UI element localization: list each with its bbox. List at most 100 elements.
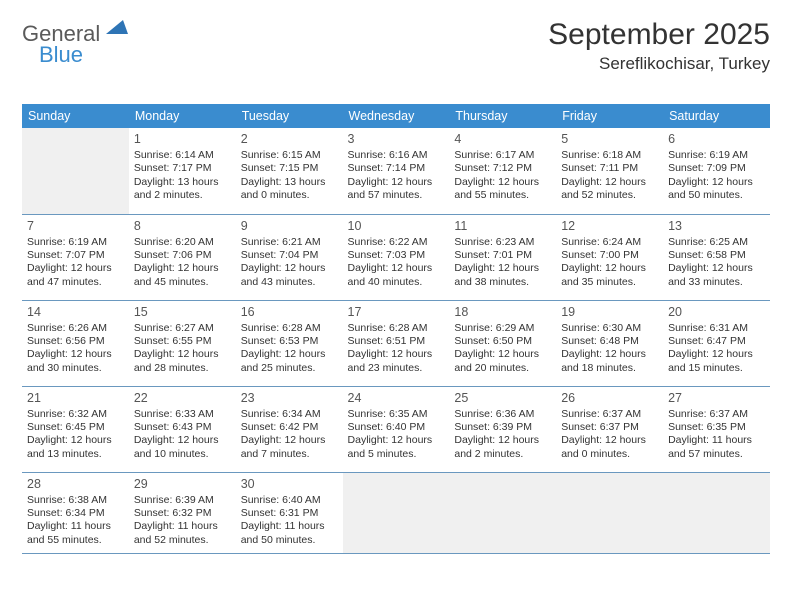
sunset-line: Sunset: 7:17 PM [134,162,231,175]
daylight-line: Daylight: 12 hours and 25 minutes. [241,348,338,375]
sunrise-line: Sunrise: 6:29 AM [454,322,551,335]
day-number: 19 [561,304,658,320]
calendar-cell-empty [556,472,663,554]
dayhead-thursday: Thursday [449,104,556,128]
calendar-cell-21: 21Sunrise: 6:32 AMSunset: 6:45 PMDayligh… [22,386,129,472]
calendar-cell-empty [343,472,450,554]
calendar-cell-10: 10Sunrise: 6:22 AMSunset: 7:03 PMDayligh… [343,214,450,300]
logo-text-blue: Blue [39,42,83,67]
sunset-line: Sunset: 7:01 PM [454,249,551,262]
daylight-line: Daylight: 12 hours and 45 minutes. [134,262,231,289]
sunset-line: Sunset: 7:00 PM [561,249,658,262]
day-number: 22 [134,390,231,406]
calendar-cell-empty [449,472,556,554]
day-number: 26 [561,390,658,406]
dayhead-monday: Monday [129,104,236,128]
daylight-line: Daylight: 12 hours and 7 minutes. [241,434,338,461]
day-number: 27 [668,390,765,406]
daylight-line: Daylight: 13 hours and 2 minutes. [134,176,231,203]
sunset-line: Sunset: 6:53 PM [241,335,338,348]
calendar-cell-13: 13Sunrise: 6:25 AMSunset: 6:58 PMDayligh… [663,214,770,300]
day-number: 14 [27,304,124,320]
calendar-cell-19: 19Sunrise: 6:30 AMSunset: 6:48 PMDayligh… [556,300,663,386]
month-title: September 2025 [548,18,770,52]
sunrise-line: Sunrise: 6:26 AM [27,322,124,335]
calendar-cell-27: 27Sunrise: 6:37 AMSunset: 6:35 PMDayligh… [663,386,770,472]
title-block: September 2025 Sereflikochisar, Turkey [548,18,770,74]
daylight-line: Daylight: 12 hours and 57 minutes. [348,176,445,203]
sunset-line: Sunset: 6:37 PM [561,421,658,434]
sunrise-line: Sunrise: 6:20 AM [134,236,231,249]
day-number: 6 [668,131,765,147]
calendar-head: SundayMondayTuesdayWednesdayThursdayFrid… [22,104,770,128]
sunset-line: Sunset: 6:35 PM [668,421,765,434]
day-number: 23 [241,390,338,406]
daylight-line: Daylight: 12 hours and 52 minutes. [561,176,658,203]
daylight-line: Daylight: 11 hours and 57 minutes. [668,434,765,461]
sunrise-line: Sunrise: 6:22 AM [348,236,445,249]
daylight-line: Daylight: 12 hours and 2 minutes. [454,434,551,461]
day-number: 3 [348,131,445,147]
calendar-cell-7: 7Sunrise: 6:19 AMSunset: 7:07 PMDaylight… [22,214,129,300]
sunrise-line: Sunrise: 6:31 AM [668,322,765,335]
day-number: 9 [241,218,338,234]
day-number: 1 [134,131,231,147]
calendar-page: General September 2025 Sereflikochisar, … [0,0,792,612]
daylight-line: Daylight: 12 hours and 23 minutes. [348,348,445,375]
calendar-cell-25: 25Sunrise: 6:36 AMSunset: 6:39 PMDayligh… [449,386,556,472]
sunrise-line: Sunrise: 6:19 AM [27,236,124,249]
sunset-line: Sunset: 7:14 PM [348,162,445,175]
sunrise-line: Sunrise: 6:15 AM [241,149,338,162]
sunrise-line: Sunrise: 6:28 AM [348,322,445,335]
sunset-line: Sunset: 7:04 PM [241,249,338,262]
calendar-cell-11: 11Sunrise: 6:23 AMSunset: 7:01 PMDayligh… [449,214,556,300]
daylight-line: Daylight: 12 hours and 38 minutes. [454,262,551,289]
day-number: 29 [134,476,231,492]
day-number: 2 [241,131,338,147]
calendar-row: 1Sunrise: 6:14 AMSunset: 7:17 PMDaylight… [22,128,770,214]
day-number: 13 [668,218,765,234]
calendar-cell-26: 26 Sunrise: 6:37 AMSunset: 6:37 PMDayligh… [556,386,663,472]
calendar-cell-30: 30Sunrise: 6:40 AMSunset: 6:31 PMDayligh… [236,472,343,554]
calendar-cell-empty [663,472,770,554]
day-number: 24 [348,390,445,406]
calendar-cell-9: 9Sunrise: 6:21 AMSunset: 7:04 PMDaylight… [236,214,343,300]
calendar-row: 7Sunrise: 6:19 AMSunset: 7:07 PMDaylight… [22,214,770,300]
calendar-cell-23: 23Sunrise: 6:34 AMSunset: 6:42 PMDayligh… [236,386,343,472]
day-number: 5 [561,131,658,147]
sunrise-line: Sunrise: 6:39 AM [134,494,231,507]
calendar-cell-29: 29Sunrise: 6:39 AMSunset: 6:32 PMDayligh… [129,472,236,554]
sunrise-line: Sunrise: 6:30 AM [561,322,658,335]
sunset-line: Sunset: 6:51 PM [348,335,445,348]
daylight-line: Daylight: 11 hours and 55 minutes. [27,520,124,547]
sunrise-line: Sunrise: 6:27 AM [134,322,231,335]
daylight-line: Daylight: 12 hours and 28 minutes. [134,348,231,375]
sunset-line: Sunset: 7:11 PM [561,162,658,175]
sunset-line: Sunset: 6:55 PM [134,335,231,348]
logo-text-blue-wrap: Blue [39,42,83,68]
daylight-line: Daylight: 12 hours and 40 minutes. [348,262,445,289]
daylight-line: Daylight: 12 hours and 10 minutes. [134,434,231,461]
sunrise-line: Sunrise: 6:18 AM [561,149,658,162]
sunset-line: Sunset: 6:56 PM [27,335,124,348]
sunrise-line: Sunrise: 6:19 AM [668,149,765,162]
sunrise-line: Sunrise: 6:28 AM [241,322,338,335]
daylight-line: Daylight: 12 hours and 30 minutes. [27,348,124,375]
sunrise-line: Sunrise: 6:14 AM [134,149,231,162]
calendar-cell-22: 22Sunrise: 6:33 AMSunset: 6:43 PMDayligh… [129,386,236,472]
sunrise-line: Sunrise: 6:37 AM [561,408,658,421]
calendar-row: 28Sunrise: 6:38 AMSunset: 6:34 PMDayligh… [22,472,770,554]
calendar-cell-20: 20Sunrise: 6:31 AMSunset: 6:47 PMDayligh… [663,300,770,386]
daylight-line: Daylight: 12 hours and 0 minutes. [561,434,658,461]
day-number: 25 [454,390,551,406]
day-number: 16 [241,304,338,320]
calendar-cell-16: 16 Sunrise: 6:28 AMSunset: 6:53 PMDayligh… [236,300,343,386]
location-subtitle: Sereflikochisar, Turkey [548,54,770,74]
dayhead-wednesday: Wednesday [343,104,450,128]
calendar-cell-28: 28Sunrise: 6:38 AMSunset: 6:34 PMDayligh… [22,472,129,554]
calendar-cell-5: 5 Sunrise: 6:18 AMSunset: 7:11 PMDaylight… [556,128,663,214]
calendar-cell-15: 15Sunrise: 6:27 AMSunset: 6:55 PMDayligh… [129,300,236,386]
sunrise-line: Sunrise: 6:21 AM [241,236,338,249]
dayhead-friday: Friday [556,104,663,128]
sunset-line: Sunset: 6:50 PM [454,335,551,348]
